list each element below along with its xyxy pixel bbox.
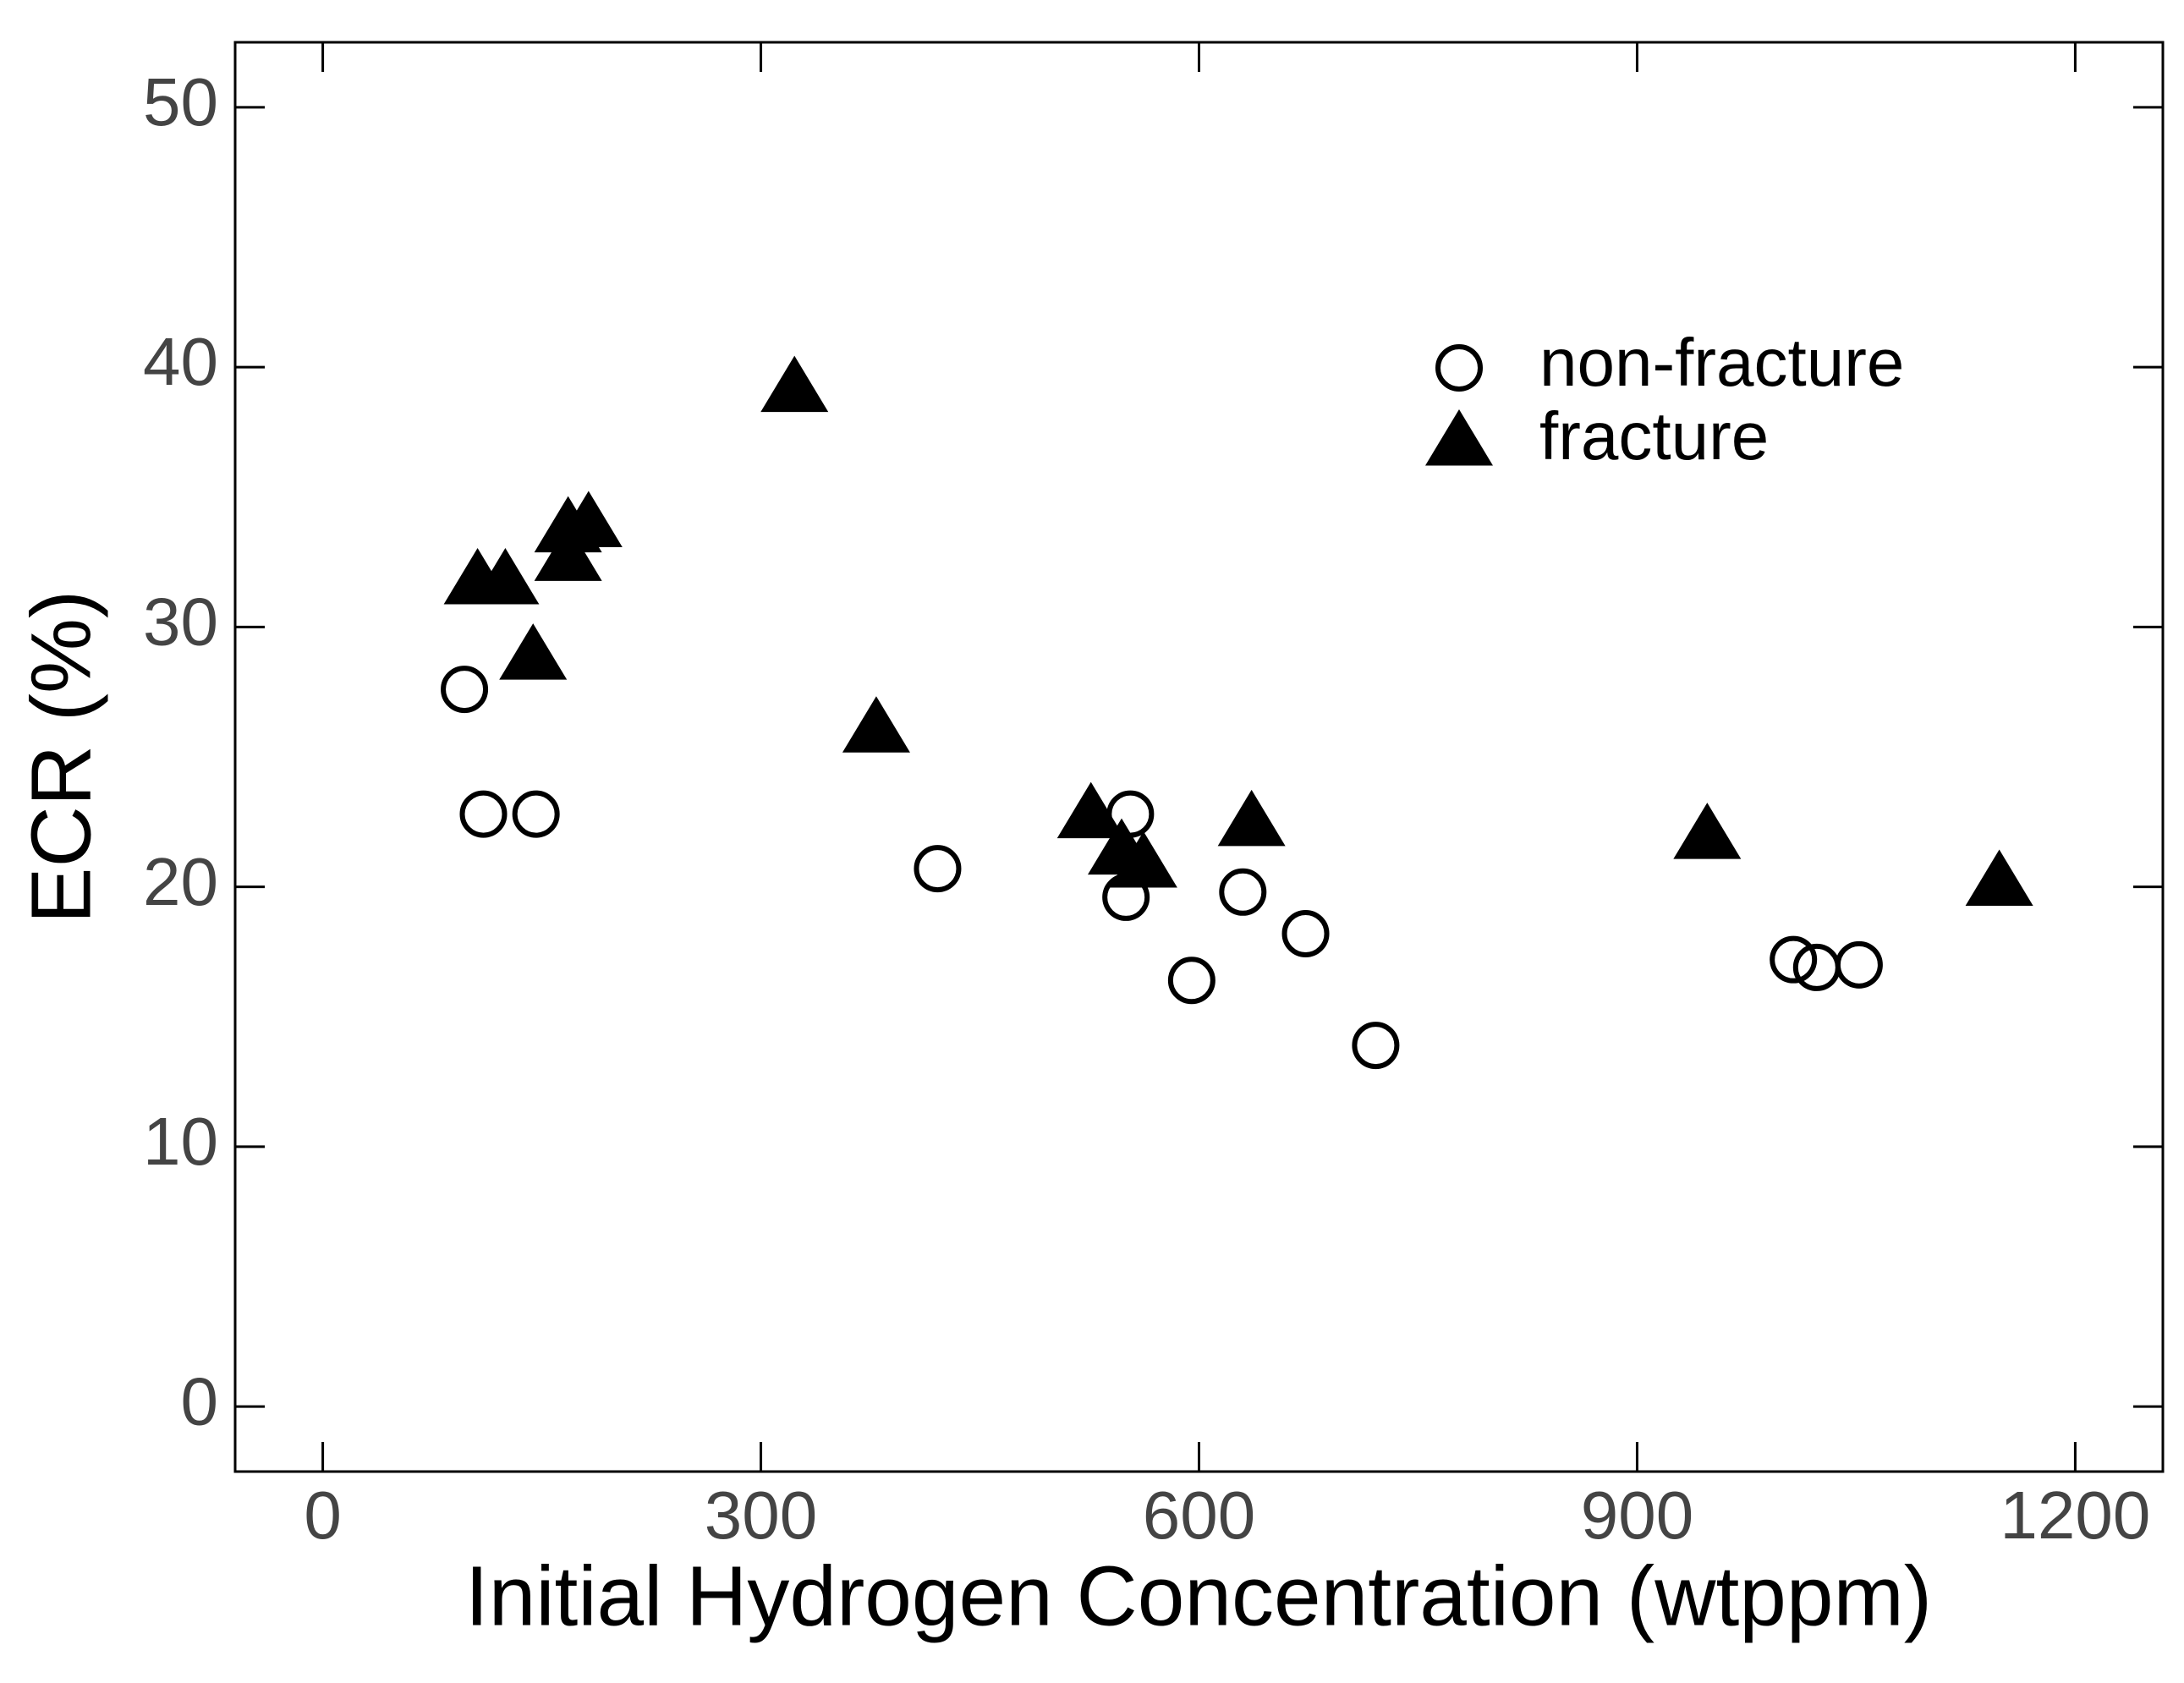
data-point — [534, 524, 602, 581]
x-tick-label: 1200 — [2000, 1477, 2150, 1553]
x-tick-label: 600 — [1143, 1477, 1255, 1553]
y-tick-label: 30 — [143, 584, 218, 659]
data-point — [1352, 1022, 1400, 1070]
data-point — [1835, 940, 1883, 989]
data-point — [1281, 909, 1330, 957]
plot-frame — [233, 41, 2165, 1473]
data-point — [459, 790, 508, 838]
data-point — [1770, 935, 1818, 984]
legend-marker — [1435, 344, 1483, 392]
data-point — [499, 623, 568, 680]
data-point — [1217, 789, 1286, 847]
y-tick-label: 20 — [143, 844, 218, 919]
data-point — [554, 491, 623, 547]
data-point — [842, 696, 910, 753]
data-point — [1219, 868, 1267, 916]
legend-marker — [1425, 409, 1493, 466]
y-tick-label: 40 — [143, 324, 218, 399]
data-point — [1792, 943, 1841, 991]
x-tick-label: 900 — [1581, 1477, 1693, 1553]
x-tick-label: 300 — [705, 1477, 817, 1553]
data-point — [914, 845, 962, 893]
y-tick-label: 50 — [143, 64, 218, 140]
data-point — [760, 355, 829, 413]
y-tick-label: 10 — [143, 1104, 218, 1179]
data-point — [512, 790, 560, 838]
data-point — [471, 548, 540, 605]
data-point — [1673, 803, 1742, 859]
data-point — [441, 666, 489, 714]
x-tick-label: 0 — [304, 1477, 342, 1553]
legend-label: non-fracture — [1539, 325, 1904, 400]
y-tick-label: 0 — [181, 1363, 219, 1439]
data-point — [1109, 831, 1177, 888]
data-point — [1167, 957, 1215, 1005]
data-point — [1965, 849, 2033, 906]
legend-label: fracture — [1539, 398, 1769, 474]
data-point — [1056, 781, 1125, 839]
y-axis-title: ECR (%) — [14, 590, 108, 924]
x-axis-title: Initial Hydrogen Concentration (wtppm) — [465, 1549, 1932, 1643]
